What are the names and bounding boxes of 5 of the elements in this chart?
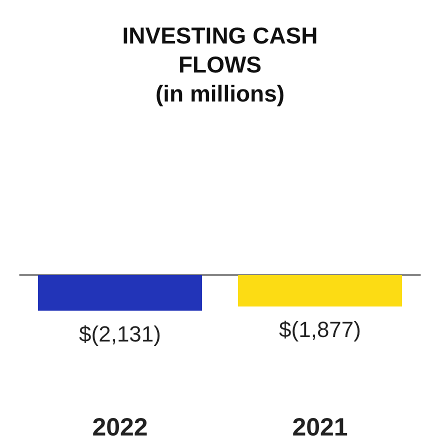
data-label: $(1,877) (279, 317, 361, 342)
x-tick-label: 2022 (92, 414, 148, 440)
x-tick-label: 2021 (292, 414, 348, 440)
data-label: $(2,131) (79, 321, 161, 346)
chart-title: INVESTING CASH FLOWS (in millions) (122, 22, 318, 106)
